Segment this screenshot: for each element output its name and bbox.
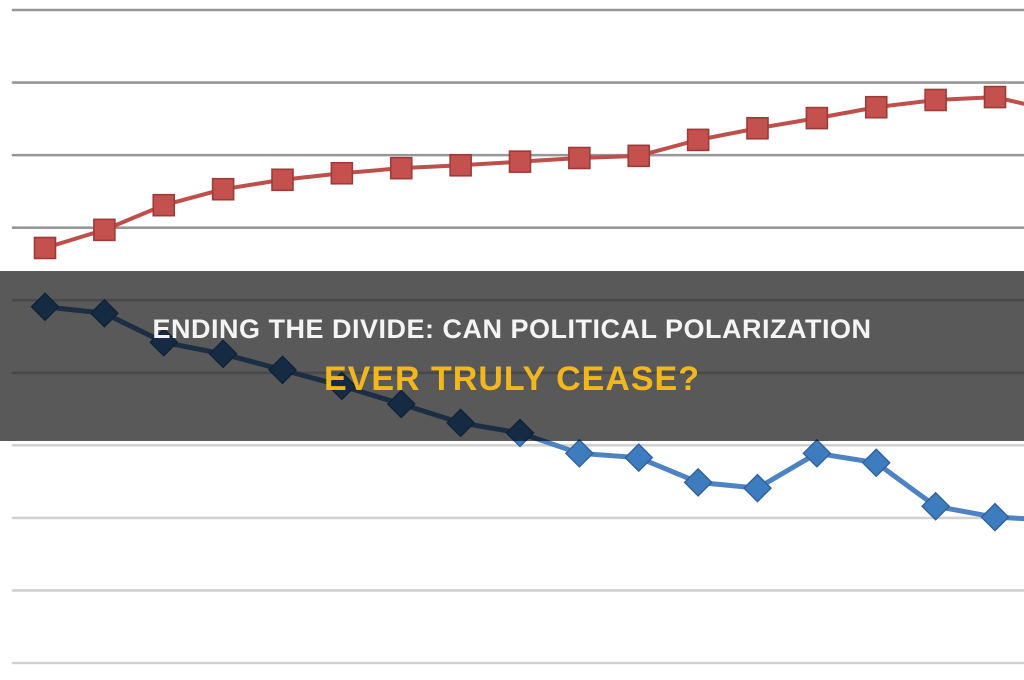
red-square-marker: [271, 168, 294, 192]
red-square-marker: [508, 150, 532, 173]
red-square-marker: [864, 95, 888, 119]
red-square-marker: [211, 177, 235, 201]
red-square-marker: [627, 144, 651, 168]
blue-diamond-marker: [683, 467, 713, 497]
blue-diamond-marker: [861, 448, 891, 478]
blue-diamond-marker: [921, 491, 951, 521]
blue-diamond-marker: [743, 473, 772, 503]
red-square-marker: [93, 218, 116, 242]
red-square-marker: [330, 161, 354, 185]
article-title-line2: EVER TRULY CEASE?: [324, 360, 700, 398]
red-series-line: [44, 95, 1024, 250]
red-square-marker: [983, 85, 1007, 109]
article-title-line1: ENDING THE DIVIDE: CAN POLITICAL POLARIZ…: [152, 314, 872, 344]
red-square-marker: [152, 193, 176, 217]
red-square-marker: [924, 88, 947, 112]
red-square-marker: [686, 128, 710, 152]
red-square-marker: [389, 156, 413, 180]
red-square-marker: [805, 106, 829, 130]
blue-diamond-marker: [564, 438, 594, 468]
red-square-marker: [746, 116, 769, 140]
blue-diamond-marker: [980, 502, 1010, 532]
blue-diamond-marker: [624, 443, 654, 473]
red-square-marker: [568, 146, 591, 170]
title-banner: ENDING THE DIVIDE: CAN POLITICAL POLARIZ…: [0, 271, 1024, 441]
red-square-marker: [449, 153, 472, 177]
red-square-marker: [33, 236, 57, 260]
blue-diamond-marker: [802, 438, 832, 468]
